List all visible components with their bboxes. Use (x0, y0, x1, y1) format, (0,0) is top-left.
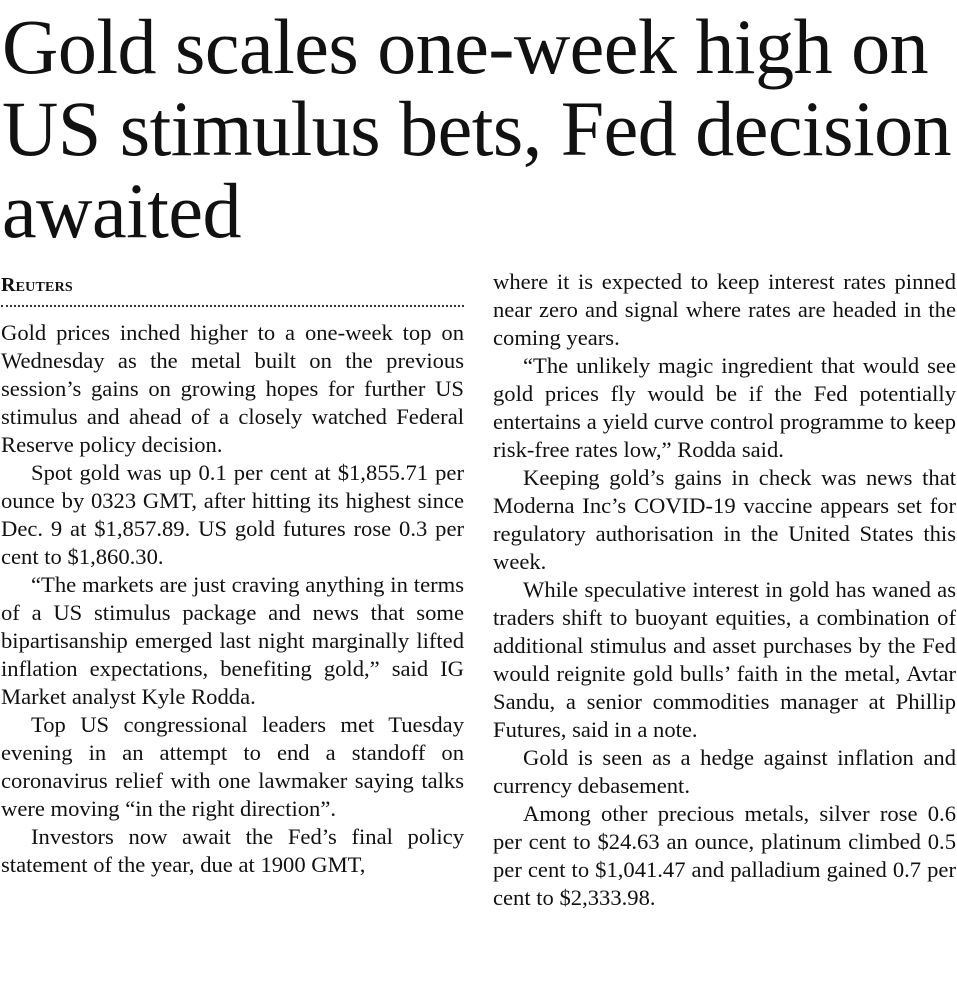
article-paragraph: “The unlikely magic ingredient that woul… (493, 353, 956, 462)
article-paragraph: While speculative interest in gold has w… (493, 577, 956, 742)
article-paragraph: Investors now await the Fed’s final poli… (1, 824, 464, 877)
article-column-right: where it is expected to keep interest ra… (493, 268, 956, 912)
article-paragraph: Top US congressional leaders met Tuesday… (1, 712, 464, 821)
headline: Gold scales one-week high on US stimulus… (2, 3, 952, 254)
article-paragraph: “The markets are just craving anything i… (1, 572, 464, 709)
article-column-left: Reuters Gold prices inched higher to a o… (1, 268, 464, 879)
article-paragraph: Keeping gold’s gains in check was news t… (493, 465, 956, 574)
byline: Reuters (1, 274, 73, 296)
article-paragraph: where it is expected to keep interest ra… (493, 269, 956, 350)
article-paragraph: Gold is seen as a hedge against inflatio… (493, 745, 956, 798)
article-paragraph: Among other precious metals, silver rose… (493, 801, 956, 910)
article-paragraph: Gold prices inched higher to a one-week … (1, 320, 464, 457)
byline-divider (1, 305, 464, 307)
article-paragraph: Spot gold was up 0.1 per cent at $1,855.… (1, 460, 464, 569)
